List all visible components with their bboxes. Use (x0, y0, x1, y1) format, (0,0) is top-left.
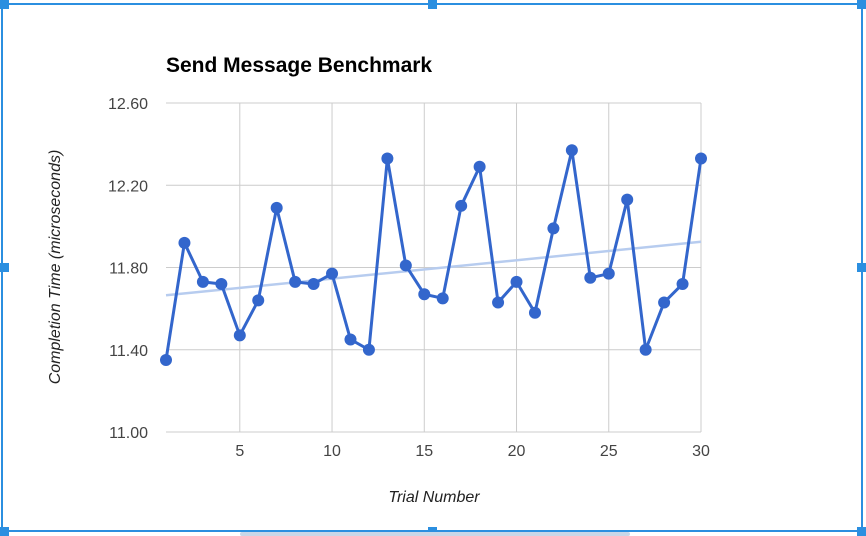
x-axis-ticks: 5 10 15 20 25 30 (235, 443, 710, 460)
data-point (178, 236, 191, 249)
y-axis-label: Completion Time (microseconds) (47, 150, 64, 385)
data-point (436, 292, 449, 305)
trendline (165, 240, 702, 297)
resize-handle-bottom-left[interactable] (0, 527, 9, 536)
data-point (584, 271, 597, 284)
data-point (233, 329, 246, 342)
data-point (196, 275, 209, 288)
x-tick-label: 30 (692, 443, 710, 460)
y-tick-label: 11.00 (109, 425, 148, 442)
x-tick-label: 20 (508, 443, 526, 460)
resize-handle-top-left[interactable] (0, 0, 9, 9)
x-tick-label: 5 (235, 443, 244, 460)
x-tick-label: 15 (415, 443, 433, 460)
data-point (621, 193, 634, 206)
horizontal-scrollbar[interactable] (240, 532, 630, 536)
data-point (270, 201, 283, 214)
data-point (565, 144, 578, 157)
resize-handle-top-right[interactable] (857, 0, 866, 9)
series-layer (160, 144, 707, 367)
y-tick-label: 11.40 (109, 343, 148, 360)
data-point (160, 354, 172, 367)
trendline-layer (165, 240, 702, 297)
chart-title: Send Message Benchmark (166, 54, 432, 77)
x-tick-label: 10 (323, 443, 341, 460)
y-axis-ticks: 11.00 11.40 11.80 12.20 12.60 (108, 96, 148, 442)
data-point (510, 275, 523, 288)
resize-handle-middle-right[interactable] (857, 263, 866, 272)
data-point (215, 277, 228, 290)
y-tick-label: 11.80 (109, 261, 148, 278)
resize-handle-middle-left[interactable] (0, 263, 9, 272)
data-point (289, 275, 302, 288)
resize-handle-bottom-center[interactable] (428, 527, 437, 536)
data-point (658, 296, 671, 309)
y-tick-label: 12.20 (108, 178, 148, 195)
data-point (326, 267, 339, 280)
data-point (307, 277, 320, 290)
data-point (473, 160, 486, 173)
data-point (547, 222, 560, 235)
y-tick-label: 12.60 (108, 96, 148, 113)
data-point (676, 277, 689, 290)
data-point (362, 343, 375, 356)
series-line (164, 148, 703, 361)
data-point (399, 259, 412, 272)
data-point (344, 333, 357, 346)
data-point (492, 296, 505, 309)
data-point (455, 199, 468, 212)
resize-handle-bottom-right[interactable] (857, 527, 866, 536)
data-point (381, 152, 394, 165)
data-point (639, 343, 652, 356)
data-point (528, 306, 541, 319)
data-point (418, 288, 431, 301)
x-tick-label: 25 (600, 443, 618, 460)
data-point (602, 267, 615, 280)
data-point (695, 152, 707, 165)
data-point (252, 294, 265, 307)
x-axis-label: Trial Number (388, 489, 480, 506)
resize-handle-top-center[interactable] (428, 0, 437, 9)
